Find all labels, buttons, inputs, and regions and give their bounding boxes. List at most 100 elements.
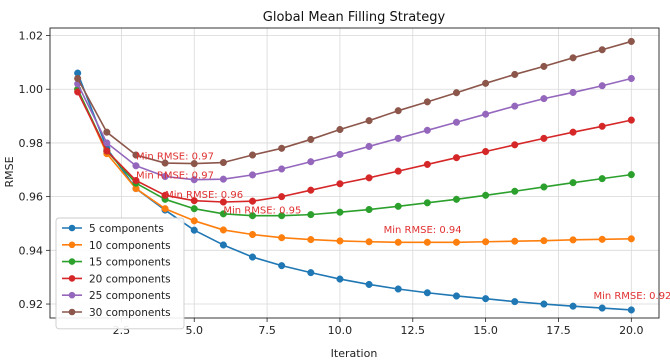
legend-item: 20 components xyxy=(62,273,171,285)
data-point xyxy=(307,269,315,277)
legend-item: 10 components xyxy=(62,240,171,252)
x-tick-label: 20.0 xyxy=(619,324,644,337)
chart-title: Global Mean Filling Strategy xyxy=(263,10,446,25)
data-point xyxy=(540,300,548,308)
data-point xyxy=(394,285,402,293)
data-point xyxy=(482,110,490,118)
legend-label: 15 components xyxy=(89,257,171,269)
data-point xyxy=(190,217,198,225)
series-20-components xyxy=(74,88,635,206)
data-point xyxy=(511,70,519,79)
x-tick-label: 15.0 xyxy=(473,324,498,337)
series-lines xyxy=(74,37,635,314)
data-point xyxy=(74,74,82,83)
legend-marker xyxy=(68,275,76,282)
min-rmse-annotation: Min RMSE: 0.96 xyxy=(165,190,243,201)
legend-label: 30 components xyxy=(89,307,171,319)
data-point xyxy=(394,134,402,142)
data-point xyxy=(452,154,461,162)
data-point xyxy=(103,147,111,155)
data-point xyxy=(132,162,140,170)
series-line xyxy=(76,77,632,181)
data-point xyxy=(365,280,373,288)
data-point xyxy=(511,187,519,195)
data-point xyxy=(452,118,461,126)
data-point xyxy=(336,208,344,216)
min-rmse-annotation: Min RMSE: 0.92 xyxy=(593,291,670,302)
data-point xyxy=(365,142,373,150)
series-line xyxy=(76,88,632,217)
x-tick-label: 17.5 xyxy=(546,324,571,337)
data-point xyxy=(627,306,635,314)
legend-item: 5 components xyxy=(62,223,164,235)
data-point xyxy=(219,175,227,183)
data-point xyxy=(219,210,227,218)
min-rmse-annotation: Min RMSE: 0.97 xyxy=(136,152,214,163)
series-30-components xyxy=(74,37,635,168)
data-point xyxy=(511,141,519,149)
axis-ticks: 2.5 5.0 7.5 10.0 12.5 15.0 17.5 20.00.920.940.9… xyxy=(19,30,644,337)
legend-label: 25 components xyxy=(89,290,171,302)
data-point xyxy=(278,165,286,173)
data-point xyxy=(278,193,286,201)
data-point xyxy=(598,82,606,90)
min-rmse-annotation: Min RMSE: 0.95 xyxy=(223,205,301,216)
data-point xyxy=(307,135,315,143)
data-point xyxy=(598,46,606,54)
min-rmse-annotations: Min RMSE: 0.97 Min RMSE: 0.97 Min RMSE: 0.… xyxy=(136,152,670,303)
x-tick-label: 10.0 xyxy=(328,324,353,337)
legend-box xyxy=(55,217,185,330)
data-point xyxy=(452,195,461,203)
data-point xyxy=(278,262,286,270)
data-point xyxy=(452,292,461,300)
data-point xyxy=(569,54,577,62)
data-point xyxy=(190,226,198,234)
data-point xyxy=(278,234,286,242)
plot-frame xyxy=(49,27,660,319)
data-point xyxy=(278,212,286,220)
data-point xyxy=(540,62,548,70)
data-point xyxy=(161,191,169,199)
data-point xyxy=(569,88,577,96)
legend: 5 components 10 components 15 components 20… xyxy=(55,217,185,330)
data-point xyxy=(248,151,257,159)
y-tick-label: 1.00 xyxy=(19,83,44,96)
min-rmse-annotation: Min RMSE: 0.94 xyxy=(384,225,462,236)
data-point xyxy=(219,158,227,167)
y-tick-label: 0.92 xyxy=(19,298,44,311)
legend-item: 30 components xyxy=(62,307,171,319)
data-point xyxy=(569,236,577,244)
data-point xyxy=(307,211,315,219)
data-point xyxy=(627,171,635,179)
data-point xyxy=(336,150,344,159)
data-point xyxy=(219,241,227,249)
data-point xyxy=(161,159,169,167)
data-point xyxy=(482,191,490,199)
data-point xyxy=(336,180,344,188)
data-point xyxy=(598,235,606,243)
data-point xyxy=(540,134,548,142)
data-point xyxy=(365,174,373,182)
x-tick-label: 7.5 xyxy=(258,324,276,337)
data-point xyxy=(540,95,548,103)
data-point xyxy=(511,102,519,110)
data-point xyxy=(132,151,140,159)
x-tick-label: 5.0 xyxy=(185,324,203,337)
y-axis-label: RMSE xyxy=(3,156,16,187)
series-line xyxy=(76,72,632,311)
data-point xyxy=(365,117,373,125)
data-point xyxy=(248,212,257,220)
min-rmse-annotation: Min RMSE: 0.97 xyxy=(136,170,214,181)
data-point xyxy=(452,238,461,246)
legend-label: 10 components xyxy=(89,240,171,252)
data-point xyxy=(103,128,111,136)
data-point xyxy=(248,253,257,261)
data-point xyxy=(598,122,606,130)
y-tick-label: 0.94 xyxy=(19,244,44,257)
data-point xyxy=(598,175,606,183)
data-point xyxy=(190,197,198,205)
data-point xyxy=(569,302,577,310)
data-point xyxy=(540,183,548,191)
data-point xyxy=(482,295,490,303)
